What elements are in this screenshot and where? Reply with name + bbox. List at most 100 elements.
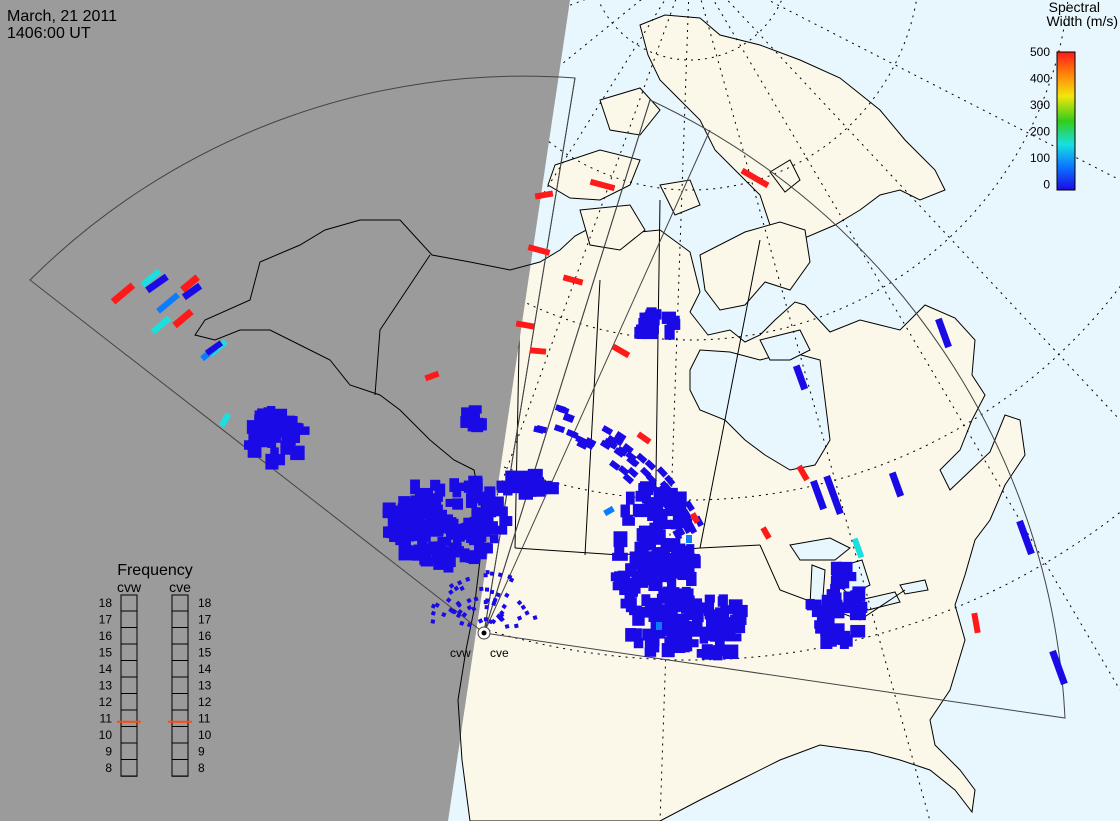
echo-cell	[704, 594, 715, 603]
echo-cell	[703, 604, 713, 617]
echo-cell	[140, 268, 162, 288]
echo-cell	[532, 485, 546, 497]
echo-cell	[647, 510, 658, 521]
echo-cell	[612, 552, 628, 561]
echo-cell	[603, 505, 615, 517]
spectral-width-colorbar: Spectral Width (m/s) 500 400 300 200 100 0	[1030, 0, 1118, 191]
freq-scale-label: 9	[198, 745, 205, 759]
colorbar-tick-label: 400	[1030, 71, 1050, 85]
echo-cell	[424, 370, 440, 382]
echo-cell	[620, 504, 630, 518]
freq-label-cve: cve	[169, 579, 191, 595]
echo-cell	[629, 605, 642, 616]
echo-cell	[469, 516, 479, 528]
echo-cell	[461, 522, 471, 536]
echo-cell	[459, 620, 465, 626]
echo-cell	[497, 615, 503, 621]
echo-cell	[830, 561, 842, 576]
echo-cell	[653, 511, 666, 524]
freq-scale-label: 14	[99, 662, 113, 676]
echo-cell	[664, 602, 674, 618]
colorbar-tick-label: 300	[1030, 98, 1050, 112]
echo-cell	[718, 594, 728, 607]
echo-cell	[888, 471, 905, 498]
echo-cell	[647, 534, 656, 550]
echo-cell	[686, 535, 692, 543]
echo-cell	[760, 526, 772, 540]
echo-cell	[666, 315, 680, 325]
echo-cell	[485, 506, 497, 518]
echo-cell	[814, 620, 826, 629]
echo-cell	[624, 514, 634, 526]
echo-cell	[430, 479, 441, 491]
echo-cell	[641, 594, 651, 607]
freq-scale-label: 16	[198, 629, 212, 643]
echo-cell	[792, 364, 809, 391]
echo-cell	[645, 473, 657, 485]
echo-cell	[410, 495, 423, 511]
echo-cell	[695, 626, 710, 637]
echo-cell	[626, 589, 638, 598]
echo-cell	[651, 549, 666, 561]
colorbar-gradient	[1056, 51, 1076, 191]
echo-cell	[672, 555, 689, 567]
echo-cell	[478, 491, 489, 506]
echo-cell	[477, 618, 484, 624]
echo-cell	[681, 550, 694, 562]
echo-cell	[728, 599, 743, 611]
echo-cell	[542, 480, 552, 490]
echo-cell	[479, 586, 484, 592]
echo-cell	[554, 404, 567, 413]
echo-cell	[204, 340, 224, 356]
land-island-5	[769, 159, 801, 193]
frequency-panel: Frequency cvw cve 1817161514131211109818…	[99, 562, 212, 777]
echo-cell	[497, 572, 503, 578]
echo-cell	[613, 447, 626, 458]
echo-cell	[527, 244, 551, 256]
echo-cell	[670, 587, 680, 601]
echo-cell	[637, 562, 649, 578]
echo-cell	[654, 529, 666, 541]
echo-cell	[527, 468, 543, 482]
freq-scale-label: 10	[198, 728, 212, 742]
echo-cell	[439, 545, 448, 558]
echo-cell	[468, 522, 481, 536]
echo-cell	[689, 512, 701, 524]
echo-cell	[419, 543, 429, 557]
echo-cell	[636, 324, 645, 339]
echo-cell	[452, 537, 462, 551]
echo-cell	[625, 563, 637, 577]
echo-cell	[666, 578, 677, 591]
echo-cell	[487, 618, 494, 625]
echo-cell	[606, 439, 618, 450]
echo-cell	[471, 507, 487, 521]
radar-fov	[29, 75, 1066, 719]
echo-cell	[432, 548, 442, 563]
echo-cell	[687, 522, 698, 535]
echo-cell	[394, 531, 409, 540]
echo-cell	[660, 537, 670, 548]
echo-cell	[459, 548, 470, 563]
echo-cell	[386, 527, 399, 537]
echo-cell	[504, 592, 510, 598]
echo-cell	[740, 167, 770, 189]
echo-cell	[490, 618, 497, 625]
freq-label-cvw: cvw	[117, 579, 142, 595]
echo-cell	[696, 648, 707, 658]
echo-cell	[642, 628, 655, 641]
colorbar-ticks: 500 400 300 200 100 0	[1030, 45, 1050, 191]
land-island-3	[599, 87, 661, 136]
echo-cell	[658, 589, 669, 600]
echo-cell	[675, 501, 687, 516]
echo-cell	[454, 529, 465, 542]
echo-cell	[524, 610, 530, 616]
echo-cell	[563, 412, 575, 422]
echo-cell	[672, 529, 683, 541]
echo-cell	[606, 434, 619, 446]
echo-cell	[575, 435, 587, 445]
echo-cell	[473, 518, 487, 527]
echo-cell	[485, 570, 490, 575]
echo-cell	[650, 618, 662, 632]
